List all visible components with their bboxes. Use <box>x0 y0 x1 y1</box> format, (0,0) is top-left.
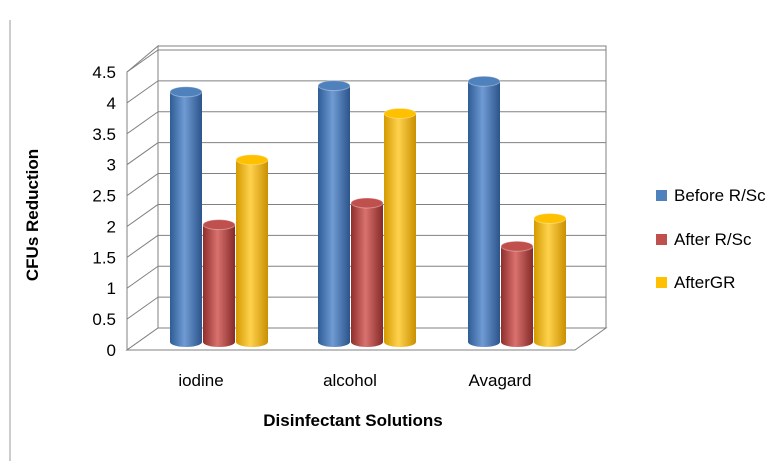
bar <box>500 240 534 347</box>
gridline <box>126 296 159 320</box>
gridline <box>126 204 159 227</box>
bar <box>350 197 384 347</box>
y-tick-label: 2 <box>107 217 116 236</box>
x-axis-categories: iodine alcohol Avagard <box>178 371 531 390</box>
y-tick-label: 3 <box>107 156 116 175</box>
legend-label: After R/Sc <box>674 230 752 249</box>
bar <box>317 80 351 347</box>
y-tick-label: 0 <box>107 341 116 360</box>
legend-label: Before R/Sc <box>674 186 766 205</box>
gridline <box>126 142 159 166</box>
y-tick-label: 4 <box>107 94 116 113</box>
legend-swatch <box>656 190 667 201</box>
gridline <box>126 173 159 196</box>
legend-swatch <box>656 234 667 245</box>
legend: Before R/Sc After R/Sc AfterGR <box>656 186 766 292</box>
y-tick-label: 1.5 <box>92 248 116 267</box>
gridline <box>126 80 159 104</box>
y-tick-label: 1 <box>107 279 116 298</box>
bar <box>533 212 567 347</box>
bar <box>202 219 236 347</box>
y-tick-label: 3.5 <box>92 125 116 144</box>
y-axis-ticks: 0 0.5 1 1.5 2 2.5 3 3.5 4 4.5 <box>92 63 116 360</box>
bar <box>383 107 417 347</box>
x-category-label: Avagard <box>468 371 531 390</box>
gridline <box>126 111 159 135</box>
gridline <box>126 49 159 73</box>
y-tick-label: 4.5 <box>92 63 116 82</box>
bar <box>235 154 269 347</box>
gridline <box>126 234 159 258</box>
legend-label: AfterGR <box>674 273 735 292</box>
legend-swatch <box>656 277 667 288</box>
y-tick-label: 2.5 <box>92 187 116 206</box>
x-category-label: alcohol <box>323 371 377 390</box>
gridline <box>126 265 159 289</box>
x-category-label: iodine <box>178 371 223 390</box>
y-tick-label: 0.5 <box>92 310 116 329</box>
x-axis-title: Disinfectant Solutions <box>263 411 442 430</box>
bar <box>467 75 501 347</box>
y-axis-title: CFUs Reduction <box>23 149 42 281</box>
bar <box>169 86 203 347</box>
bars <box>169 75 567 347</box>
